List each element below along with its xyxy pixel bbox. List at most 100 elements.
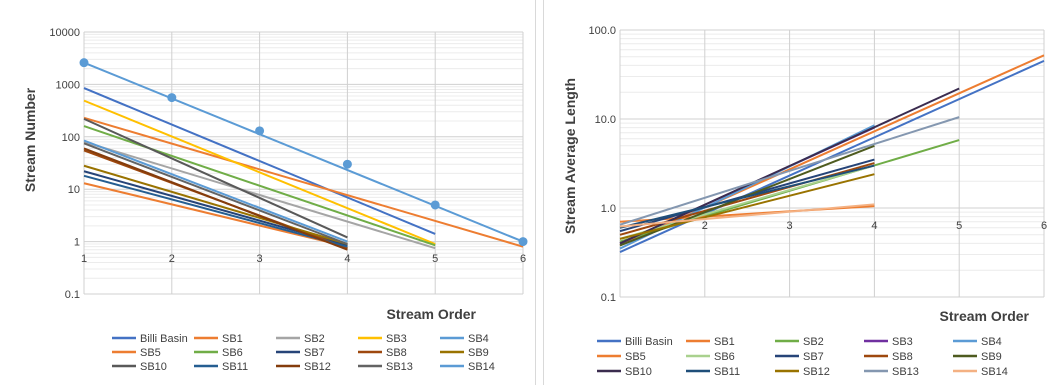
series-line [619,116,960,226]
series-line [619,144,875,247]
x-tick-label: 6 [520,253,526,265]
legend-item: SB1 [686,336,735,348]
stream-number-chart: 0.1 1 10 100 1000 10000 1 2 3 4 5 6 Stream Number S… [22,27,528,373]
legend-label: Billi Basin [625,336,673,348]
chart-grid [619,29,1045,298]
series-line [619,164,875,240]
legend-label: SB8 [386,347,407,359]
legend-label: SB1 [222,333,243,345]
legend-label: SB7 [304,347,325,359]
legend-item: SB11 [686,366,740,378]
legend-item: SB13 [864,366,919,378]
stream-length-chart: 0.1 1.0 10.0 100.0 2 3 4 5 6 Stream Average Leng… [562,25,1047,378]
legend-item: SB5 [597,351,646,363]
legend-label: SB6 [714,351,735,363]
legend-label: SB13 [892,366,919,378]
chart-legend: Billi Basin SB1 SB2 SB3 SB4 SB5 SB6 SB7 SB8 SB9 SB… [597,336,1008,378]
chart-legend: Billi Basin SB1 SB2 SB3 SB4 SB5 SB6 SB7 SB8 SB9 SB… [112,333,495,373]
legend-label: SB10 [140,361,167,373]
x-axis-title: Stream Order [940,308,1030,324]
legend-label: SB8 [892,351,913,363]
legend-item: SB9 [953,351,1002,363]
y-tick-label: 1 [74,237,80,249]
legend-item: SB2 [276,333,325,345]
series-line [83,142,348,245]
legend-item: SB5 [112,347,161,359]
legend-item: Billi Basin [112,333,188,345]
series-marker [255,126,265,136]
legend-label: SB2 [803,336,824,348]
legend-item: SB8 [864,351,913,363]
stream-number-chart-panel: 0.1 1 10 100 1000 10000 1 2 3 4 5 6 Stream Number S… [22,0,536,385]
x-tick-label: 4 [871,220,877,232]
y-tick-label: 0.1 [65,289,80,301]
legend-label: SB4 [468,333,489,345]
legend-label: SB4 [981,336,1002,348]
series-line [83,139,348,243]
legend-label: SB9 [468,347,489,359]
legend-label: SB3 [892,336,913,348]
series-line [619,87,960,245]
legend-item: SB14 [953,366,1008,378]
chart-series [79,58,528,251]
series-line [619,164,875,229]
x-tick-label: 4 [344,253,350,265]
legend-label: SB7 [803,351,824,363]
legend-item: SB10 [112,361,167,373]
legend-label: SB12 [803,366,830,378]
legend-label: SB10 [625,366,652,378]
x-axis-title: Stream Order [387,306,477,322]
legend-item: Billi Basin [597,336,673,348]
x-tick-label: 3 [787,220,793,232]
x-tick-label: 1 [81,253,87,265]
series-marker [430,200,440,210]
stream-length-chart-panel: 0.1 1.0 10.0 100.0 2 3 4 5 6 Stream Average Leng… [543,0,1051,385]
y-axis-title: Stream Number [22,87,38,192]
legend-item: SB4 [440,333,489,345]
series-line [83,182,348,248]
chart-tick-labels: 0.1 1 10 100 1000 10000 1 2 3 4 5 6 [49,27,526,301]
y-axis-title: Stream Average Length [562,78,578,234]
x-tick-label: 2 [702,220,708,232]
legend-item: SB3 [864,336,913,348]
legend-item: SB8 [358,347,407,359]
series-line [83,147,348,251]
series-line [83,117,348,239]
series-line [83,140,436,250]
series-marker [167,93,177,103]
chart-grid [83,31,524,295]
x-tick-label: 5 [956,220,962,232]
series-line [83,164,348,245]
series-line [83,87,436,235]
series-marker [79,58,89,68]
legend-label: SB9 [981,351,1002,363]
legend-item: SB13 [358,361,413,373]
x-tick-label: 3 [257,253,263,265]
legend-label: SB5 [625,351,646,363]
legend-label: SB12 [304,361,331,373]
series-line [83,116,524,248]
y-tick-label: 10000 [49,27,80,39]
legend-item: SB7 [775,351,824,363]
series-line [83,174,348,248]
legend-item: SB14 [440,361,495,373]
series-line [83,61,524,243]
legend-label: SB5 [140,347,161,359]
legend-item: SB3 [358,333,407,345]
legend-label: SB3 [386,333,407,345]
legend-item: SB10 [597,366,652,378]
legend-item: SB6 [194,347,243,359]
legend-label: SB14 [981,366,1008,378]
legend-label: SB1 [714,336,735,348]
y-tick-label: 1.0 [601,203,616,215]
legend-item: SB12 [276,361,331,373]
legend-label: SB2 [304,333,325,345]
legend-label: Billi Basin [140,333,188,345]
series-line [619,173,875,240]
legend-item: SB7 [276,347,325,359]
series-marker [342,159,352,169]
y-tick-label: 1000 [56,79,80,91]
legend-label: SB13 [386,361,413,373]
chart-series [619,54,1045,253]
y-tick-label: 10.0 [595,114,616,126]
